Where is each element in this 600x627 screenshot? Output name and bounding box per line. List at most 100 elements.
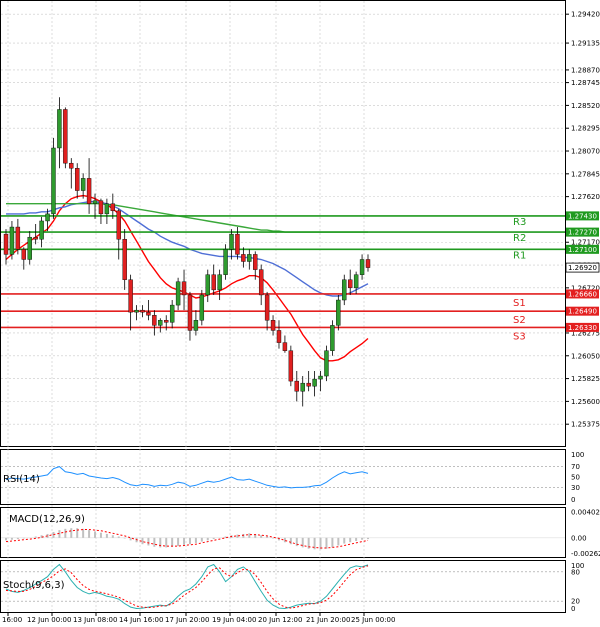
candle-body (9, 226, 15, 255)
y-tick-label: 1.26275 (571, 329, 600, 337)
candle-body (258, 269, 264, 296)
candle-body (128, 279, 133, 313)
candle-body (63, 109, 68, 164)
candle-body (312, 378, 317, 387)
candle-body (39, 220, 44, 240)
candle-body (181, 281, 187, 296)
candle-body (247, 254, 252, 262)
candle-body (359, 259, 365, 275)
candle-body (199, 294, 205, 321)
gridlines (1, 1, 565, 612)
candle-body (324, 350, 329, 377)
level-tag-text: 1.27270 (568, 229, 597, 237)
price-axis: 1.29420 1.29135 1.28870 1.28745 1.28520 1.282… (565, 11, 600, 429)
macd-tick-label: 0.004022 (571, 509, 600, 517)
x-tick-label: 17 Jun 20:00 (165, 616, 209, 624)
candle-body (134, 309, 139, 313)
candle-body (175, 281, 181, 306)
candle-body (69, 162, 74, 169)
candle-body (122, 239, 127, 280)
candlesticks (3, 97, 371, 407)
stoch-main-line (5, 563, 369, 610)
y-tick-label: 1.28070 (571, 148, 600, 156)
y-tick-label: 1.29135 (571, 40, 600, 48)
level-tag-text: 1.27100 (568, 246, 597, 254)
y-tick-label: 1.28745 (571, 79, 600, 87)
candle-body (27, 236, 32, 260)
candle-body (164, 320, 169, 323)
level-tag-bg (566, 289, 599, 299)
price-panel (0, 0, 566, 447)
rsi-tick-label: 100 (571, 451, 584, 459)
x-tick-label: 19 Jun 04:00 (212, 616, 256, 624)
candle-body (3, 233, 9, 255)
macd-panel (0, 507, 566, 558)
y-tick-label: 1.25375 (571, 421, 600, 429)
level-label: R2 (513, 233, 526, 244)
x-tick-label: 21 Jun 20:00 (306, 616, 350, 624)
y-tick-label: 1.27620 (571, 193, 600, 201)
time-axis: 16:00 12 Jun 00:00 13 Jun 08:00 14 Jun 16:0… (2, 612, 395, 624)
candle-body (104, 203, 110, 215)
candle-body (80, 178, 86, 191)
stoch-tick-label: 80 (571, 568, 580, 576)
candle-body (92, 200, 98, 204)
candle-body (365, 259, 371, 268)
macd-tick-label: 0.00 (571, 534, 587, 542)
candle-body (21, 249, 27, 260)
x-tick-label: 12 Jun 00:00 (27, 616, 71, 624)
stoch-title: Stoch(9,6,3) (3, 580, 65, 591)
candle-body (15, 226, 21, 250)
y-tick-label: 1.28295 (571, 125, 600, 133)
stoch-tick-label: 100 (571, 562, 584, 570)
rsi-title: RSI(14) (3, 474, 40, 485)
candle-body (342, 279, 347, 301)
level-tag-bg (566, 322, 599, 332)
y-tick-label: 1.27845 (571, 170, 600, 178)
candle-body (152, 315, 157, 326)
candle-body (223, 249, 228, 275)
candle-body (306, 382, 311, 387)
candle-body (241, 254, 246, 262)
level-tag-bg (566, 244, 599, 254)
candle-body (211, 274, 216, 291)
current-price-text: 1.26920 (568, 264, 597, 272)
macd-tick-label: -0.002627 (571, 550, 600, 558)
candle-body (86, 178, 92, 204)
candle-body (235, 233, 240, 255)
y-tick-label: 1.29420 (571, 11, 600, 19)
candle-body (51, 147, 56, 215)
candle-body (282, 342, 288, 351)
rsi-line (5, 466, 369, 489)
y-tick-label: 1.26720 (571, 284, 600, 292)
candle-body (288, 350, 294, 382)
candle-body (193, 320, 199, 331)
candle-body (353, 274, 359, 289)
candle-body (300, 382, 305, 392)
x-tick-label: 16:00 (2, 616, 22, 624)
candle-body (253, 254, 258, 270)
candle-body (229, 233, 234, 250)
candle-body (330, 325, 335, 351)
candle-body (158, 320, 163, 326)
macd-title: MACD(12,26,9) (9, 514, 85, 525)
rsi-tick-label: 0 (571, 496, 575, 504)
macd-signal-line (5, 529, 369, 549)
candle-body (336, 299, 341, 326)
y-tick-label: 1.27170 (571, 239, 600, 247)
level-label: S3 (513, 331, 526, 342)
candle-body (98, 200, 104, 215)
candle-body (110, 203, 116, 212)
rsi-series: 100 70 50 30 0 (1, 451, 584, 504)
candle-body (205, 274, 210, 296)
level-label: R3 (513, 217, 526, 228)
level-tag-bg (566, 211, 599, 221)
candle-body (140, 309, 145, 313)
level-tags: 1.27430 1.27270 1.27100 1.26660 1.26490 1.263… (565, 211, 600, 332)
rsi-tick-label: 70 (571, 463, 580, 471)
candle-body (116, 210, 121, 240)
stoch-tick-label: 20 (571, 598, 580, 606)
y-tick-label: 1.25600 (571, 398, 600, 406)
x-tick-label: 20 Jun 12:00 (258, 616, 302, 624)
level-tag-text: 1.26490 (568, 308, 597, 316)
